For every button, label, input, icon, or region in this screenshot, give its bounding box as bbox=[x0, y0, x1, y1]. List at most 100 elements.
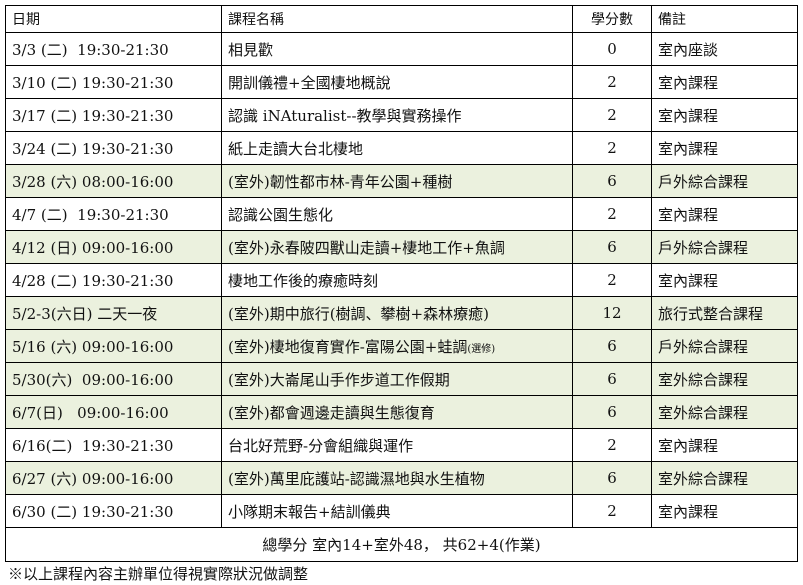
date-cell: 6/7(日) 09:00-16:00 bbox=[5, 395, 222, 429]
course-name: 認識公園生態化 bbox=[228, 205, 334, 224]
date-cell: 4/7 (二) 19:30-21:30 bbox=[5, 197, 222, 231]
course-name: 小隊期末報告+結訓儀典 bbox=[228, 502, 391, 521]
course-cell: (室外)都會週邊走讀與生態復育 bbox=[221, 395, 573, 429]
course-name: 相見歡 bbox=[228, 40, 274, 59]
credits-cell: 6 bbox=[572, 164, 652, 198]
remark-cell: 戶外綜合課程 bbox=[651, 230, 798, 264]
remark-cell: 旅行式整合課程 bbox=[651, 296, 798, 330]
course-name: (室外)永春陂四獸山走讀+棲地工作+魚調 bbox=[228, 238, 505, 257]
credits-cell: 2 bbox=[572, 65, 652, 99]
course-cell: (室外)韌性都市林-青年公園+種樹 bbox=[221, 164, 573, 198]
date-cell: 6/27 (六) 09:00-16:00 bbox=[5, 461, 222, 495]
table-row: 4/12 (日) 09:00-16:00 (室外)永春陂四獸山走讀+棲地工作+魚… bbox=[5, 230, 798, 264]
course-cell: (室外)永春陂四獸山走讀+棲地工作+魚調 bbox=[221, 230, 573, 264]
table-row: 6/7(日) 09:00-16:00 (室外)都會週邊走讀與生態復育 6 室外綜… bbox=[5, 395, 798, 429]
course-cell: 相見歡 bbox=[221, 32, 573, 66]
credits-cell: 6 bbox=[572, 329, 652, 363]
table-row: 5/2-3(六日) 二天一夜 (室外)期中旅行(樹調、攀樹+森林療癒) 12 旅… bbox=[5, 296, 798, 330]
course-schedule-table: 日期 課程名稱 學分數 備註 3/3 (二) 19:30-21:30 相見歡 0… bbox=[5, 5, 798, 562]
course-name: (室外)韌性都市林-青年公園+種樹 bbox=[228, 172, 453, 191]
credits-cell: 0 bbox=[572, 32, 652, 66]
total-credits: 總學分 室內14+室外48， 共62+4(作業) bbox=[5, 527, 798, 562]
credits-cell: 6 bbox=[572, 461, 652, 495]
credits-cell: 2 bbox=[572, 98, 652, 132]
remark-cell: 室內課程 bbox=[651, 131, 798, 165]
date-cell: 4/28 (二) 19:30-21:30 bbox=[5, 263, 222, 297]
date-cell: 5/30(六) 09:00-16:00 bbox=[5, 362, 222, 396]
remark-cell: 室內課程 bbox=[651, 263, 798, 297]
course-name: 棲地工作後的療癒時刻 bbox=[228, 271, 379, 290]
date-cell: 6/16(二) 19:30-21:30 bbox=[5, 428, 222, 462]
remark-cell: 室內課程 bbox=[651, 98, 798, 132]
course-cell: 開訓儀禮+全國棲地概說 bbox=[221, 65, 573, 99]
remark-cell: 戶外綜合課程 bbox=[651, 164, 798, 198]
remark-cell: 室內課程 bbox=[651, 428, 798, 462]
course-cell: (室外)期中旅行(樹調、攀樹+森林療癒) bbox=[221, 296, 573, 330]
table-row: 4/7 (二) 19:30-21:30 認識公園生態化 2 室內課程 bbox=[5, 197, 798, 231]
date-cell: 3/17 (二) 19:30-21:30 bbox=[5, 98, 222, 132]
course-cell: 台北好荒野-分會組織與運作 bbox=[221, 428, 573, 462]
header-row: 日期 課程名稱 學分數 備註 bbox=[5, 5, 798, 33]
total-row: 總學分 室內14+室外48， 共62+4(作業) bbox=[5, 527, 798, 562]
table-row: 6/27 (六) 09:00-16:00 (室外)萬里庇護站-認識濕地與水生植物… bbox=[5, 461, 798, 495]
header-credits: 學分數 bbox=[572, 5, 652, 33]
date-cell: 3/24 (二) 19:30-21:30 bbox=[5, 131, 222, 165]
date-cell: 6/30 (二) 19:30-21:30 bbox=[5, 494, 222, 528]
course-cell: (室外)棲地復育實作-富陽公園+蛙調(選修) bbox=[221, 329, 573, 363]
credits-cell: 2 bbox=[572, 197, 652, 231]
remark-cell: 室外綜合課程 bbox=[651, 395, 798, 429]
date-cell: 5/16 (六) 09:00-16:00 bbox=[5, 329, 222, 363]
date-cell: 5/2-3(六日) 二天一夜 bbox=[5, 296, 222, 330]
remark-cell: 室內課程 bbox=[651, 494, 798, 528]
header-date: 日期 bbox=[5, 5, 222, 33]
footnote: ※以上課程內容主辦單位得視實際狀況做調整 bbox=[8, 565, 309, 583]
course-name: 紙上走讀大台北棲地 bbox=[228, 139, 364, 158]
table-row: 3/17 (二) 19:30-21:30 認識 iNAturalist--教學與… bbox=[5, 98, 798, 132]
course-cell: 棲地工作後的療癒時刻 bbox=[221, 263, 573, 297]
credits-cell: 6 bbox=[572, 362, 652, 396]
date-cell: 3/10 (二) 19:30-21:30 bbox=[5, 65, 222, 99]
course-name: (室外)萬里庇護站-認識濕地與水生植物 bbox=[228, 469, 485, 488]
table-row: 3/10 (二) 19:30-21:30 開訓儀禮+全國棲地概說 2 室內課程 bbox=[5, 65, 798, 99]
date-cell: 4/12 (日) 09:00-16:00 bbox=[5, 230, 222, 264]
course-name: 台北好荒野-分會組織與運作 bbox=[228, 436, 414, 455]
remark-cell: 室內座談 bbox=[651, 32, 798, 66]
remark-cell: 室外綜合課程 bbox=[651, 461, 798, 495]
credits-cell: 6 bbox=[572, 230, 652, 264]
course-name: 認識 iNAturalist--教學與實務操作 bbox=[228, 106, 462, 125]
remark-cell: 室內課程 bbox=[651, 197, 798, 231]
course-cell: (室外)萬里庇護站-認識濕地與水生植物 bbox=[221, 461, 573, 495]
date-cell: 3/3 (二) 19:30-21:30 bbox=[5, 32, 222, 66]
table-row: 5/16 (六) 09:00-16:00 (室外)棲地復育實作-富陽公園+蛙調(… bbox=[5, 329, 798, 363]
credits-cell: 2 bbox=[572, 428, 652, 462]
course-cell: 認識 iNAturalist--教學與實務操作 bbox=[221, 98, 573, 132]
table-row: 4/28 (二) 19:30-21:30 棲地工作後的療癒時刻 2 室內課程 bbox=[5, 263, 798, 297]
course-name: (室外)大崙尾山手作步道工作假期 bbox=[228, 370, 450, 389]
header-course: 課程名稱 bbox=[221, 5, 573, 33]
credits-cell: 2 bbox=[572, 131, 652, 165]
remark-cell: 室內課程 bbox=[651, 65, 798, 99]
course-name: 開訓儀禮+全國棲地概說 bbox=[228, 73, 391, 92]
table-row: 3/3 (二) 19:30-21:30 相見歡 0 室內座談 bbox=[5, 32, 798, 66]
table-row: 5/30(六) 09:00-16:00 (室外)大崙尾山手作步道工作假期 6 室… bbox=[5, 362, 798, 396]
remark-cell: 戶外綜合課程 bbox=[651, 329, 798, 363]
course-name: (室外)都會週邊走讀與生態復育 bbox=[228, 403, 435, 422]
course-note: (選修) bbox=[467, 343, 496, 355]
course-name: (室外)棲地復育實作-富陽公園+蛙調 bbox=[228, 337, 468, 356]
table-row: 6/16(二) 19:30-21:30 台北好荒野-分會組織與運作 2 室內課程 bbox=[5, 428, 798, 462]
credits-cell: 12 bbox=[572, 296, 652, 330]
credits-cell: 6 bbox=[572, 395, 652, 429]
date-cell: 3/28 (六) 08:00-16:00 bbox=[5, 164, 222, 198]
table-row: 3/24 (二) 19:30-21:30 紙上走讀大台北棲地 2 室內課程 bbox=[5, 131, 798, 165]
remark-cell: 室外綜合課程 bbox=[651, 362, 798, 396]
credits-cell: 2 bbox=[572, 494, 652, 528]
course-cell: 紙上走讀大台北棲地 bbox=[221, 131, 573, 165]
course-name: (室外)期中旅行(樹調、攀樹+森林療癒) bbox=[228, 304, 489, 323]
course-cell: 認識公園生態化 bbox=[221, 197, 573, 231]
table-row: 6/30 (二) 19:30-21:30 小隊期末報告+結訓儀典 2 室內課程 bbox=[5, 494, 798, 528]
course-cell: (室外)大崙尾山手作步道工作假期 bbox=[221, 362, 573, 396]
course-cell: 小隊期末報告+結訓儀典 bbox=[221, 494, 573, 528]
table-row: 3/28 (六) 08:00-16:00 (室外)韌性都市林-青年公園+種樹 6… bbox=[5, 164, 798, 198]
header-remark: 備註 bbox=[651, 5, 798, 33]
credits-cell: 2 bbox=[572, 263, 652, 297]
